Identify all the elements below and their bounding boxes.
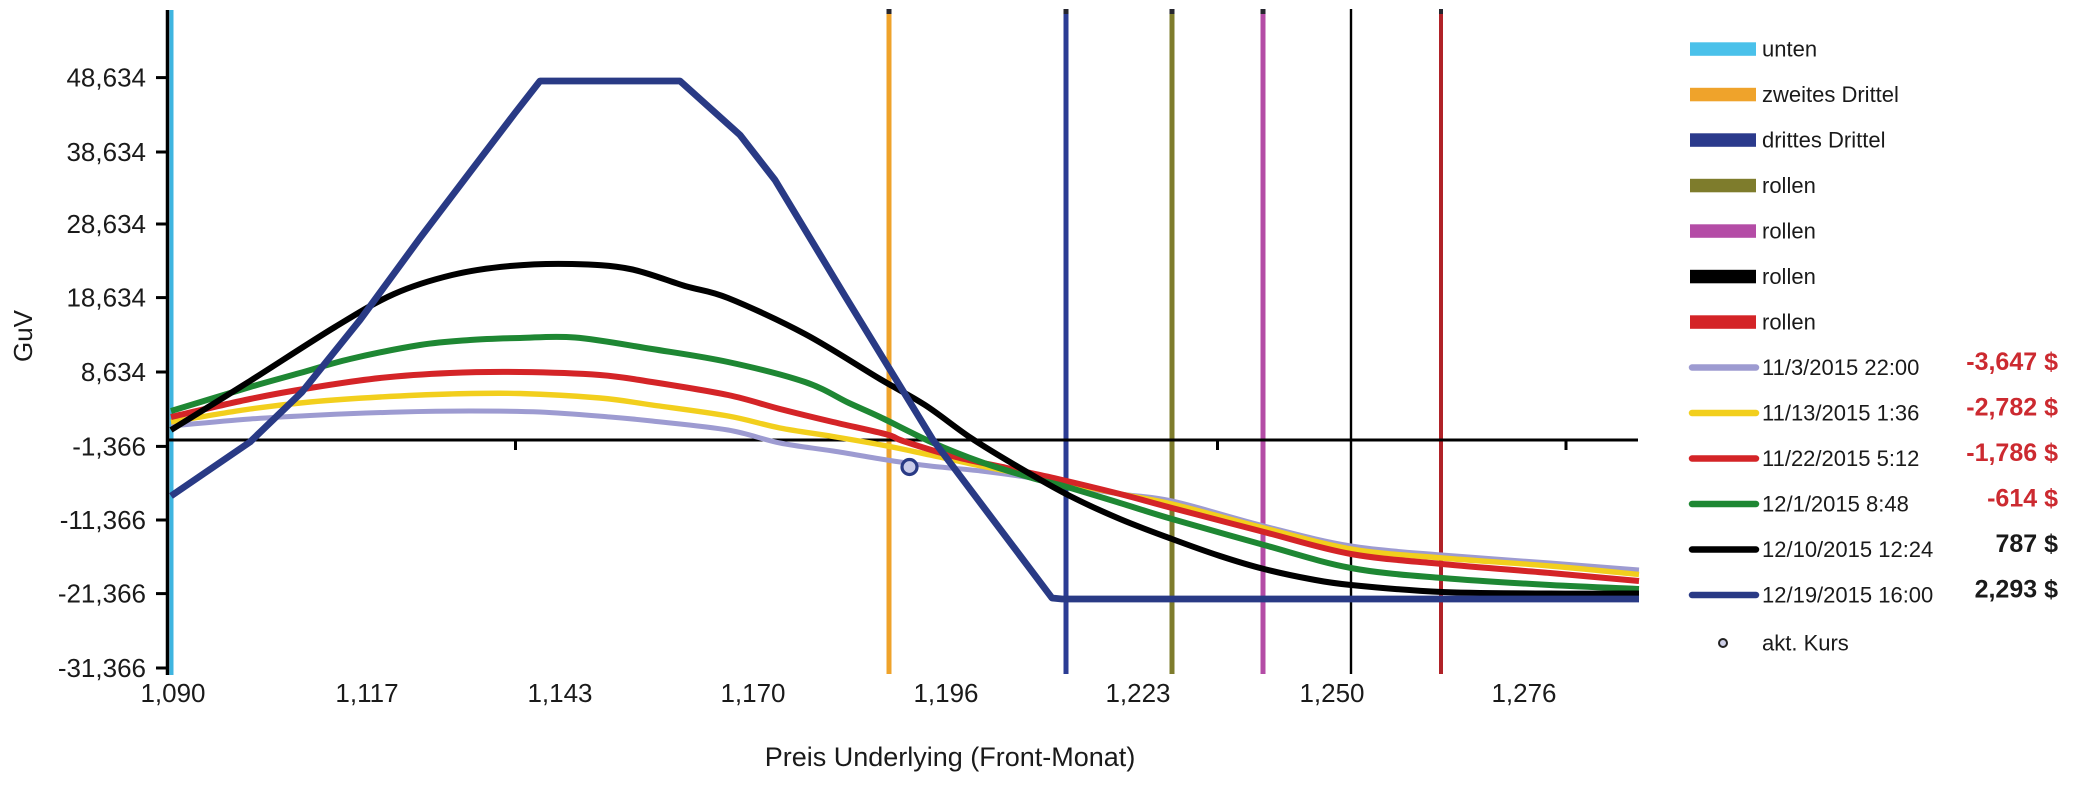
svg-text:-2,782 $: -2,782 $	[1966, 394, 2058, 422]
svg-text:drittes Drittel: drittes Drittel	[1762, 128, 1885, 153]
svg-text:11/13/2015 1:36: 11/13/2015 1:36	[1762, 401, 1919, 426]
svg-text:akt. Kurs: akt. Kurs	[1762, 631, 1849, 656]
svg-text:38,634: 38,634	[66, 137, 146, 167]
svg-text:1,170: 1,170	[720, 678, 785, 708]
svg-text:787 $: 787 $	[1995, 530, 2058, 558]
svg-text:1,276: 1,276	[1491, 678, 1556, 708]
svg-text:8,634: 8,634	[81, 357, 146, 387]
svg-text:-1,786 $: -1,786 $	[1966, 439, 2058, 467]
svg-text:-614 $: -614 $	[1987, 485, 2058, 513]
svg-text:1,143: 1,143	[527, 678, 592, 708]
svg-text:-11,366: -11,366	[60, 505, 146, 535]
svg-text:-21,366: -21,366	[58, 579, 146, 609]
svg-text:-1,366: -1,366	[72, 431, 146, 461]
svg-text:12/19/2015 16:00: 12/19/2015 16:00	[1762, 583, 1933, 608]
svg-text:48,634: 48,634	[66, 63, 146, 93]
svg-text:-31,366: -31,366	[58, 653, 146, 683]
svg-text:GuV: GuV	[8, 309, 38, 362]
svg-text:1,223: 1,223	[1105, 678, 1170, 708]
svg-text:1,090: 1,090	[140, 678, 205, 708]
svg-text:1,196: 1,196	[913, 678, 978, 708]
svg-text:rollen: rollen	[1762, 173, 1816, 198]
svg-text:28,634: 28,634	[66, 209, 146, 239]
svg-text:1,250: 1,250	[1299, 678, 1364, 708]
svg-text:Preis Underlying (Front-Monat): Preis Underlying (Front-Monat)	[765, 742, 1136, 772]
svg-text:12/10/2015 12:24: 12/10/2015 12:24	[1762, 537, 1933, 562]
svg-text:rollen: rollen	[1762, 310, 1816, 335]
svg-text:1,117: 1,117	[335, 678, 398, 708]
svg-text:rollen: rollen	[1762, 264, 1816, 289]
svg-text:unten: unten	[1762, 37, 1817, 62]
svg-text:2,293 $: 2,293 $	[1975, 576, 2059, 604]
svg-text:11/3/2015 22:00: 11/3/2015 22:00	[1762, 355, 1919, 380]
svg-text:rollen: rollen	[1762, 219, 1816, 244]
svg-text:11/22/2015 5:12: 11/22/2015 5:12	[1762, 446, 1919, 471]
svg-text:zweites Drittel: zweites Drittel	[1762, 82, 1899, 107]
svg-text:18,634: 18,634	[66, 283, 146, 313]
svg-text:12/1/2015 8:48: 12/1/2015 8:48	[1762, 492, 1909, 517]
svg-text:-3,647 $: -3,647 $	[1966, 348, 2058, 376]
